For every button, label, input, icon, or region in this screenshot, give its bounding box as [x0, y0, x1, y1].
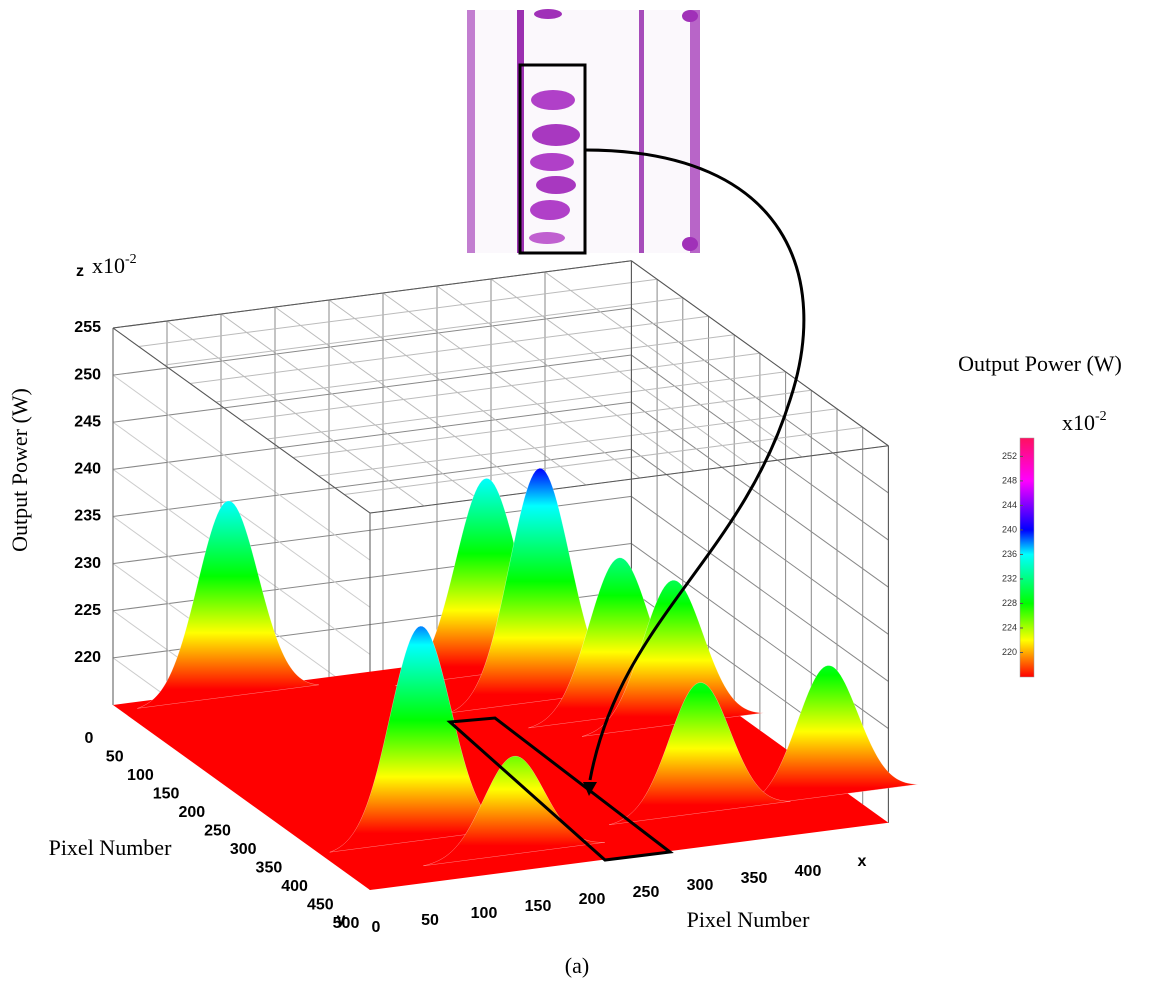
caption: (a) [565, 953, 589, 978]
colorbar-tick-label: 224 [1002, 622, 1017, 632]
z-tick-label: 235 [74, 508, 101, 525]
box-edge [631, 260, 889, 447]
colorbar-tick-label: 252 [1002, 451, 1017, 461]
surface-peak [137, 500, 319, 709]
z-tick-label: 255 [74, 319, 101, 336]
inset-blob [536, 176, 576, 194]
inset-box [518, 63, 587, 255]
y-tick-label: 250 [204, 823, 231, 840]
z-tick-label: 230 [74, 555, 101, 572]
y-tick-label: 100 [127, 767, 154, 784]
inset-blob [532, 124, 580, 146]
grid-line [138, 278, 658, 347]
arrow-head [583, 782, 597, 796]
z-letter: z [76, 263, 84, 280]
grid-line [164, 297, 683, 366]
y-tick-label: 50 [106, 749, 124, 766]
peaks [137, 467, 919, 867]
box-edge [369, 445, 889, 514]
grid-line [112, 421, 371, 608]
grid-line [190, 315, 709, 384]
colorbar-title: Output Power (W) [958, 351, 1122, 376]
y-tick-label: 500 [333, 915, 360, 932]
y-tick-label: 0 [85, 730, 94, 747]
z-axis-title: Output Power (W) [7, 388, 32, 552]
z-tick-label: 225 [74, 602, 101, 619]
inset-image [467, 9, 700, 255]
x-tick-label: 150 [525, 898, 552, 915]
z-multiplier: x10-2 [92, 252, 137, 278]
colorbar-tick-label: 220 [1002, 647, 1017, 657]
y-letter: y [337, 911, 346, 928]
multiplier-exp: -2 [125, 252, 137, 267]
z-tick-label: 250 [74, 366, 101, 383]
y-tick-label: 300 [230, 841, 257, 858]
box-edge [112, 327, 371, 514]
inset-stripe [467, 10, 475, 253]
surface-peak [581, 579, 764, 737]
floor-box [446, 716, 674, 862]
z-tick-label: 240 [74, 461, 101, 478]
colorbar-tick-label: 244 [1002, 500, 1017, 510]
inset-blob [682, 237, 698, 251]
x-letter: x [858, 853, 867, 870]
arrow [584, 148, 806, 781]
multiplier-exp: -2 [1095, 409, 1107, 424]
colorbar-multiplier: x10-2 [1062, 409, 1107, 435]
x-axis-title: Pixel Number [687, 907, 810, 932]
y-tick-label: 200 [178, 804, 205, 821]
x-tick-label: 0 [372, 919, 381, 936]
colorbar [1019, 437, 1035, 678]
grid-line [344, 426, 863, 495]
inset-stripe [639, 10, 644, 253]
inset-blob [530, 200, 570, 220]
grid-line [215, 334, 735, 403]
y-tick-label: 150 [153, 786, 180, 803]
grid-line [292, 389, 812, 458]
surface-peak [736, 665, 919, 809]
inset-blob [529, 232, 565, 244]
y-tick-label: 450 [307, 897, 334, 914]
z-tick-label: 220 [74, 649, 101, 666]
grid-line [112, 374, 371, 561]
y-axis-title: Pixel Number [49, 835, 172, 860]
inset-blob [531, 90, 575, 110]
x-tick-label: 50 [421, 912, 439, 929]
x-tick-label: 250 [633, 884, 660, 901]
inset-blob [534, 9, 562, 19]
colorbar-tick-label: 248 [1002, 475, 1017, 485]
x-tick-label: 400 [795, 863, 822, 880]
surface-peak [608, 682, 791, 826]
y-tick-label: 400 [281, 878, 308, 895]
colorbar-tick-label: 232 [1002, 573, 1017, 583]
grid-line [318, 408, 838, 477]
box-edge [112, 260, 632, 329]
multiplier-base: x10 [1062, 410, 1095, 435]
inset-stripe [690, 10, 700, 253]
colorbar-tick-label: 228 [1002, 598, 1017, 608]
x-tick-label: 200 [579, 891, 606, 908]
x-tick-label: 100 [471, 905, 498, 922]
grid-line [241, 352, 760, 421]
multiplier-base: x10 [92, 253, 125, 278]
inset-blob [682, 10, 698, 22]
x-tick-label: 350 [741, 870, 768, 887]
z-tick-label: 245 [74, 413, 101, 430]
colorbar-tick-label: 236 [1002, 549, 1017, 559]
grid-line [267, 371, 786, 440]
colorbar-tick-label: 240 [1002, 524, 1017, 534]
x-tick-label: 300 [687, 877, 714, 894]
y-tick-label: 350 [256, 860, 283, 877]
inset-blob [530, 153, 574, 171]
